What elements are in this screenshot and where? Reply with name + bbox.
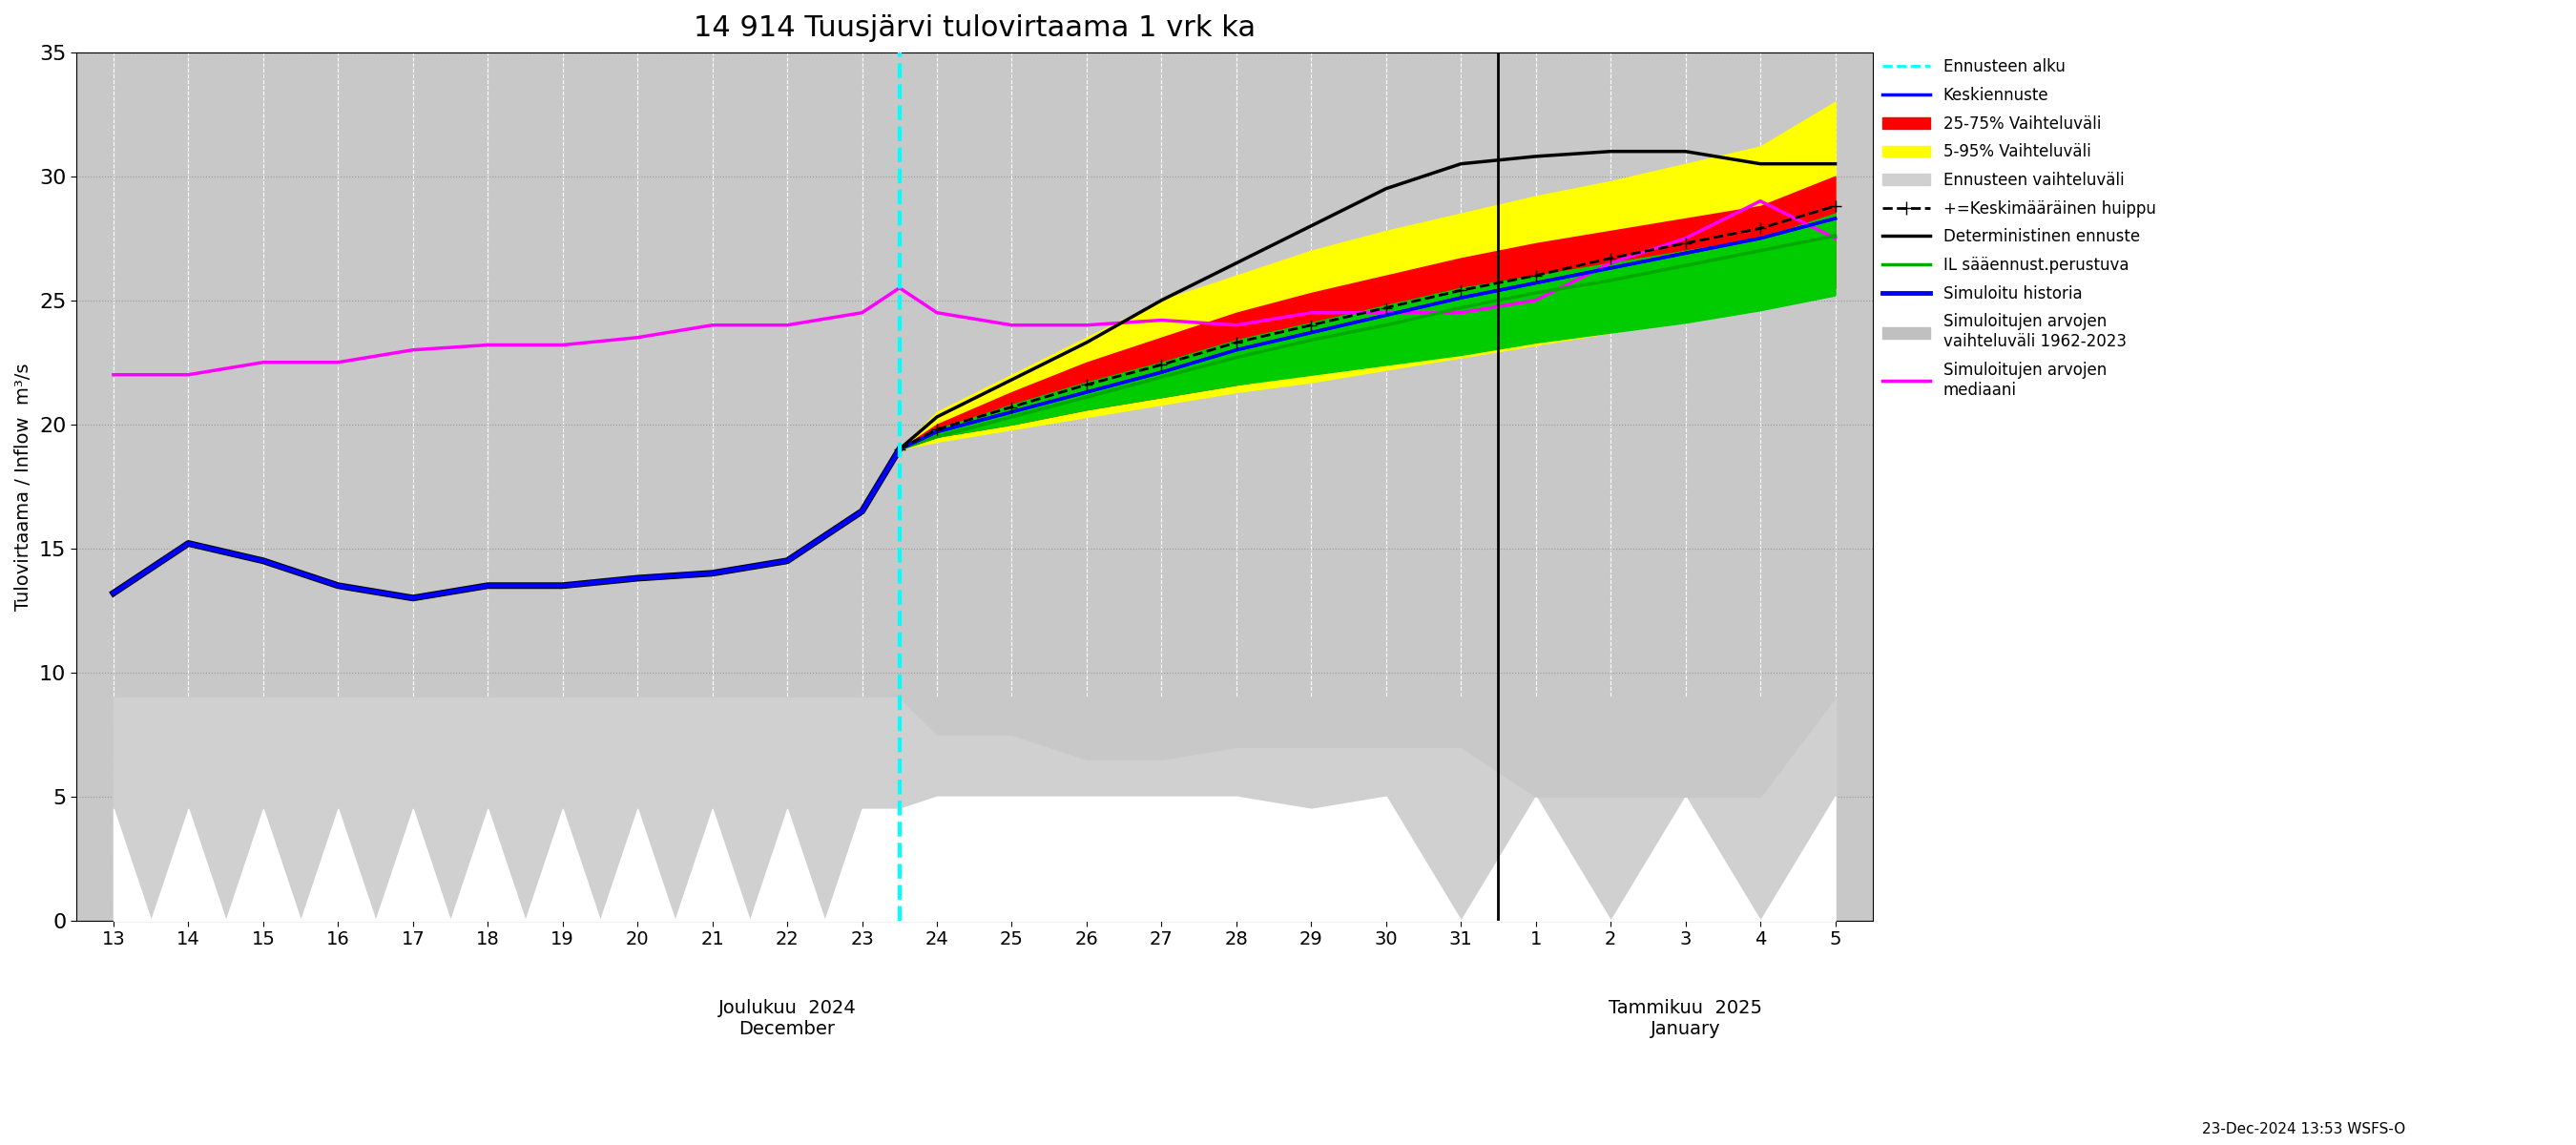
Title: 14 914 Tuusjärvi tulovirtaama 1 vrk ka: 14 914 Tuusjärvi tulovirtaama 1 vrk ka <box>693 14 1255 42</box>
Y-axis label: Tulovirtaama / Inflow  m³/s: Tulovirtaama / Inflow m³/s <box>15 363 33 610</box>
Text: Joulukuu  2024
December: Joulukuu 2024 December <box>719 998 855 1037</box>
Legend: Ennusteen alku, Keskiennuste, 25-75% Vaihteluväli, 5-95% Vaihteluväli, Ennusteen: Ennusteen alku, Keskiennuste, 25-75% Vai… <box>1875 53 2161 405</box>
Text: 23-Dec-2024 13:53 WSFS-O: 23-Dec-2024 13:53 WSFS-O <box>2202 1122 2406 1136</box>
Text: Tammikuu  2025
January: Tammikuu 2025 January <box>1607 998 1762 1037</box>
